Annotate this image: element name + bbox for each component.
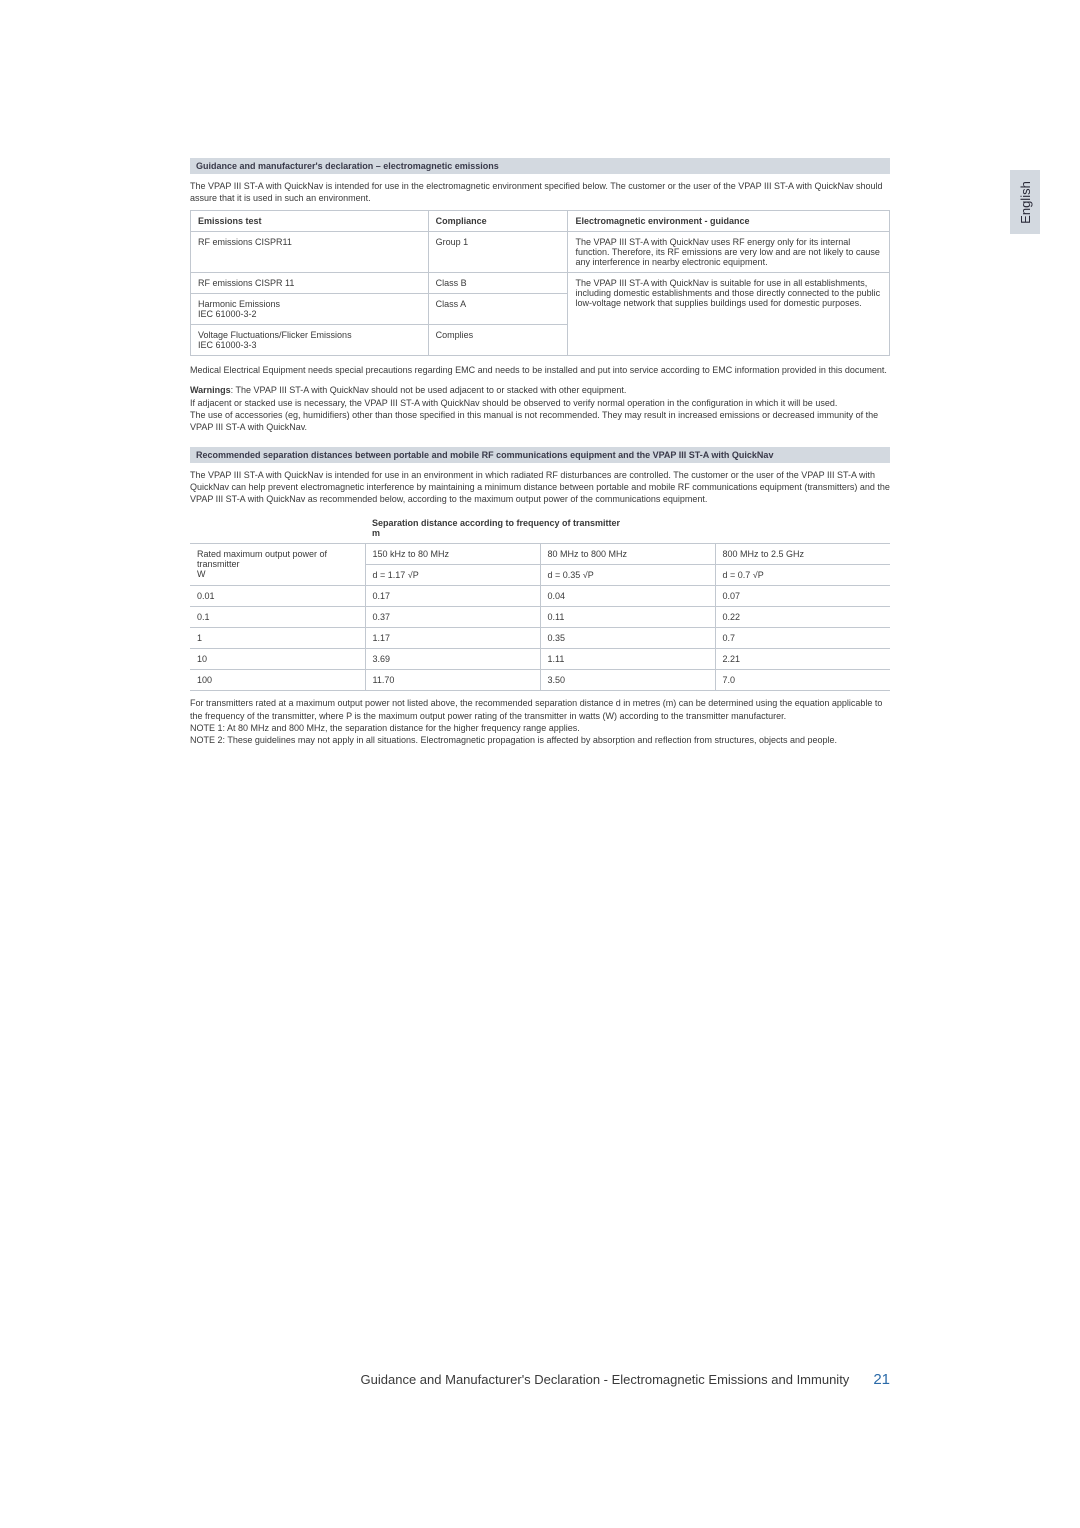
- cell: 1: [190, 628, 365, 649]
- cell: Group 1: [428, 232, 568, 273]
- cell: 3.69: [365, 649, 540, 670]
- table-row: Separation distance according to frequen…: [190, 513, 890, 544]
- cell: 0.04: [540, 586, 715, 607]
- cell: 0.07: [715, 586, 890, 607]
- cell: 0.37: [365, 607, 540, 628]
- cell: The VPAP III ST-A with QuickNav uses RF …: [568, 232, 890, 273]
- formula: d = 0.7 √P: [715, 565, 890, 586]
- footer-title: Guidance and Manufacturer's Declaration …: [361, 1372, 850, 1387]
- formula: d = 0.35 √P: [540, 565, 715, 586]
- cell: 10: [190, 649, 365, 670]
- cell: 7.0: [715, 670, 890, 691]
- cell: RF emissions CISPR11: [191, 232, 429, 273]
- cell: 11.70: [365, 670, 540, 691]
- cell: Complies: [428, 325, 568, 356]
- page-number: 21: [873, 1371, 890, 1388]
- cell: 100: [190, 670, 365, 691]
- cell: 3.50: [540, 670, 715, 691]
- table-row: RF emissions CISPR11 Group 1 The VPAP II…: [191, 232, 890, 273]
- separation-notes: For transmitters rated at a maximum outp…: [190, 697, 890, 746]
- cell: 0.35: [540, 628, 715, 649]
- table-row: Emissions test Compliance Electromagneti…: [191, 211, 890, 232]
- language-tab: English: [1010, 170, 1040, 234]
- cell: 0.1: [190, 607, 365, 628]
- separation-table: Separation distance according to frequen…: [190, 513, 890, 691]
- cell: Class A: [428, 294, 568, 325]
- table-row: 0.1 0.37 0.11 0.22: [190, 607, 890, 628]
- table-row: 100 11.70 3.50 7.0: [190, 670, 890, 691]
- freq-band: 800 MHz to 2.5 GHz: [715, 544, 890, 565]
- warnings-paragraph: Warnings: The VPAP III ST-A with QuickNa…: [190, 384, 890, 433]
- cell: 2.21: [715, 649, 890, 670]
- language-label: English: [1018, 181, 1033, 224]
- emissions-table: Emissions test Compliance Electromagneti…: [190, 210, 890, 356]
- cell: The VPAP III ST-A with QuickNav is suita…: [568, 273, 890, 356]
- warnings-label: Warnings: [190, 385, 231, 395]
- cell: 0.01: [190, 586, 365, 607]
- formula: d = 1.17 √P: [365, 565, 540, 586]
- col-header: Compliance: [428, 211, 568, 232]
- cell: 0.17: [365, 586, 540, 607]
- col-header: Emissions test: [191, 211, 429, 232]
- cell: 1.11: [540, 649, 715, 670]
- rated-header: Rated maximum output power of transmitte…: [190, 544, 365, 586]
- emissions-intro: The VPAP III ST-A with QuickNav is inten…: [190, 180, 890, 204]
- table-row: RF emissions CISPR 11 Class B The VPAP I…: [191, 273, 890, 294]
- table-row: 10 3.69 1.11 2.21: [190, 649, 890, 670]
- cell: Harmonic Emissions IEC 61000-3-2: [191, 294, 429, 325]
- separation-intro: The VPAP III ST-A with QuickNav is inten…: [190, 469, 890, 505]
- emissions-section: Guidance and manufacturer's declaration …: [190, 158, 890, 433]
- cell: 0.22: [715, 607, 890, 628]
- page-footer: Guidance and Manufacturer's Declaration …: [190, 1371, 890, 1388]
- cell: Voltage Fluctuations/Flicker Emissions I…: [191, 325, 429, 356]
- cell: 0.11: [540, 607, 715, 628]
- sep-header: Separation distance according to frequen…: [365, 513, 890, 544]
- page-content: Guidance and manufacturer's declaration …: [190, 158, 890, 760]
- table-row: Rated maximum output power of transmitte…: [190, 544, 890, 565]
- freq-band: 150 kHz to 80 MHz: [365, 544, 540, 565]
- separation-section: Recommended separation distances between…: [190, 447, 890, 746]
- cell: Class B: [428, 273, 568, 294]
- col-header: Electromagnetic environment - guidance: [568, 211, 890, 232]
- cell: 0.7: [715, 628, 890, 649]
- separation-banner: Recommended separation distances between…: [190, 447, 890, 463]
- medical-note: Medical Electrical Equipment needs speci…: [190, 364, 890, 376]
- emissions-banner: Guidance and manufacturer's declaration …: [190, 158, 890, 174]
- freq-band: 80 MHz to 800 MHz: [540, 544, 715, 565]
- table-row: 0.01 0.17 0.04 0.07: [190, 586, 890, 607]
- table-row: 1 1.17 0.35 0.7: [190, 628, 890, 649]
- cell: RF emissions CISPR 11: [191, 273, 429, 294]
- cell: 1.17: [365, 628, 540, 649]
- warnings-body: : The VPAP III ST-A with QuickNav should…: [190, 385, 878, 431]
